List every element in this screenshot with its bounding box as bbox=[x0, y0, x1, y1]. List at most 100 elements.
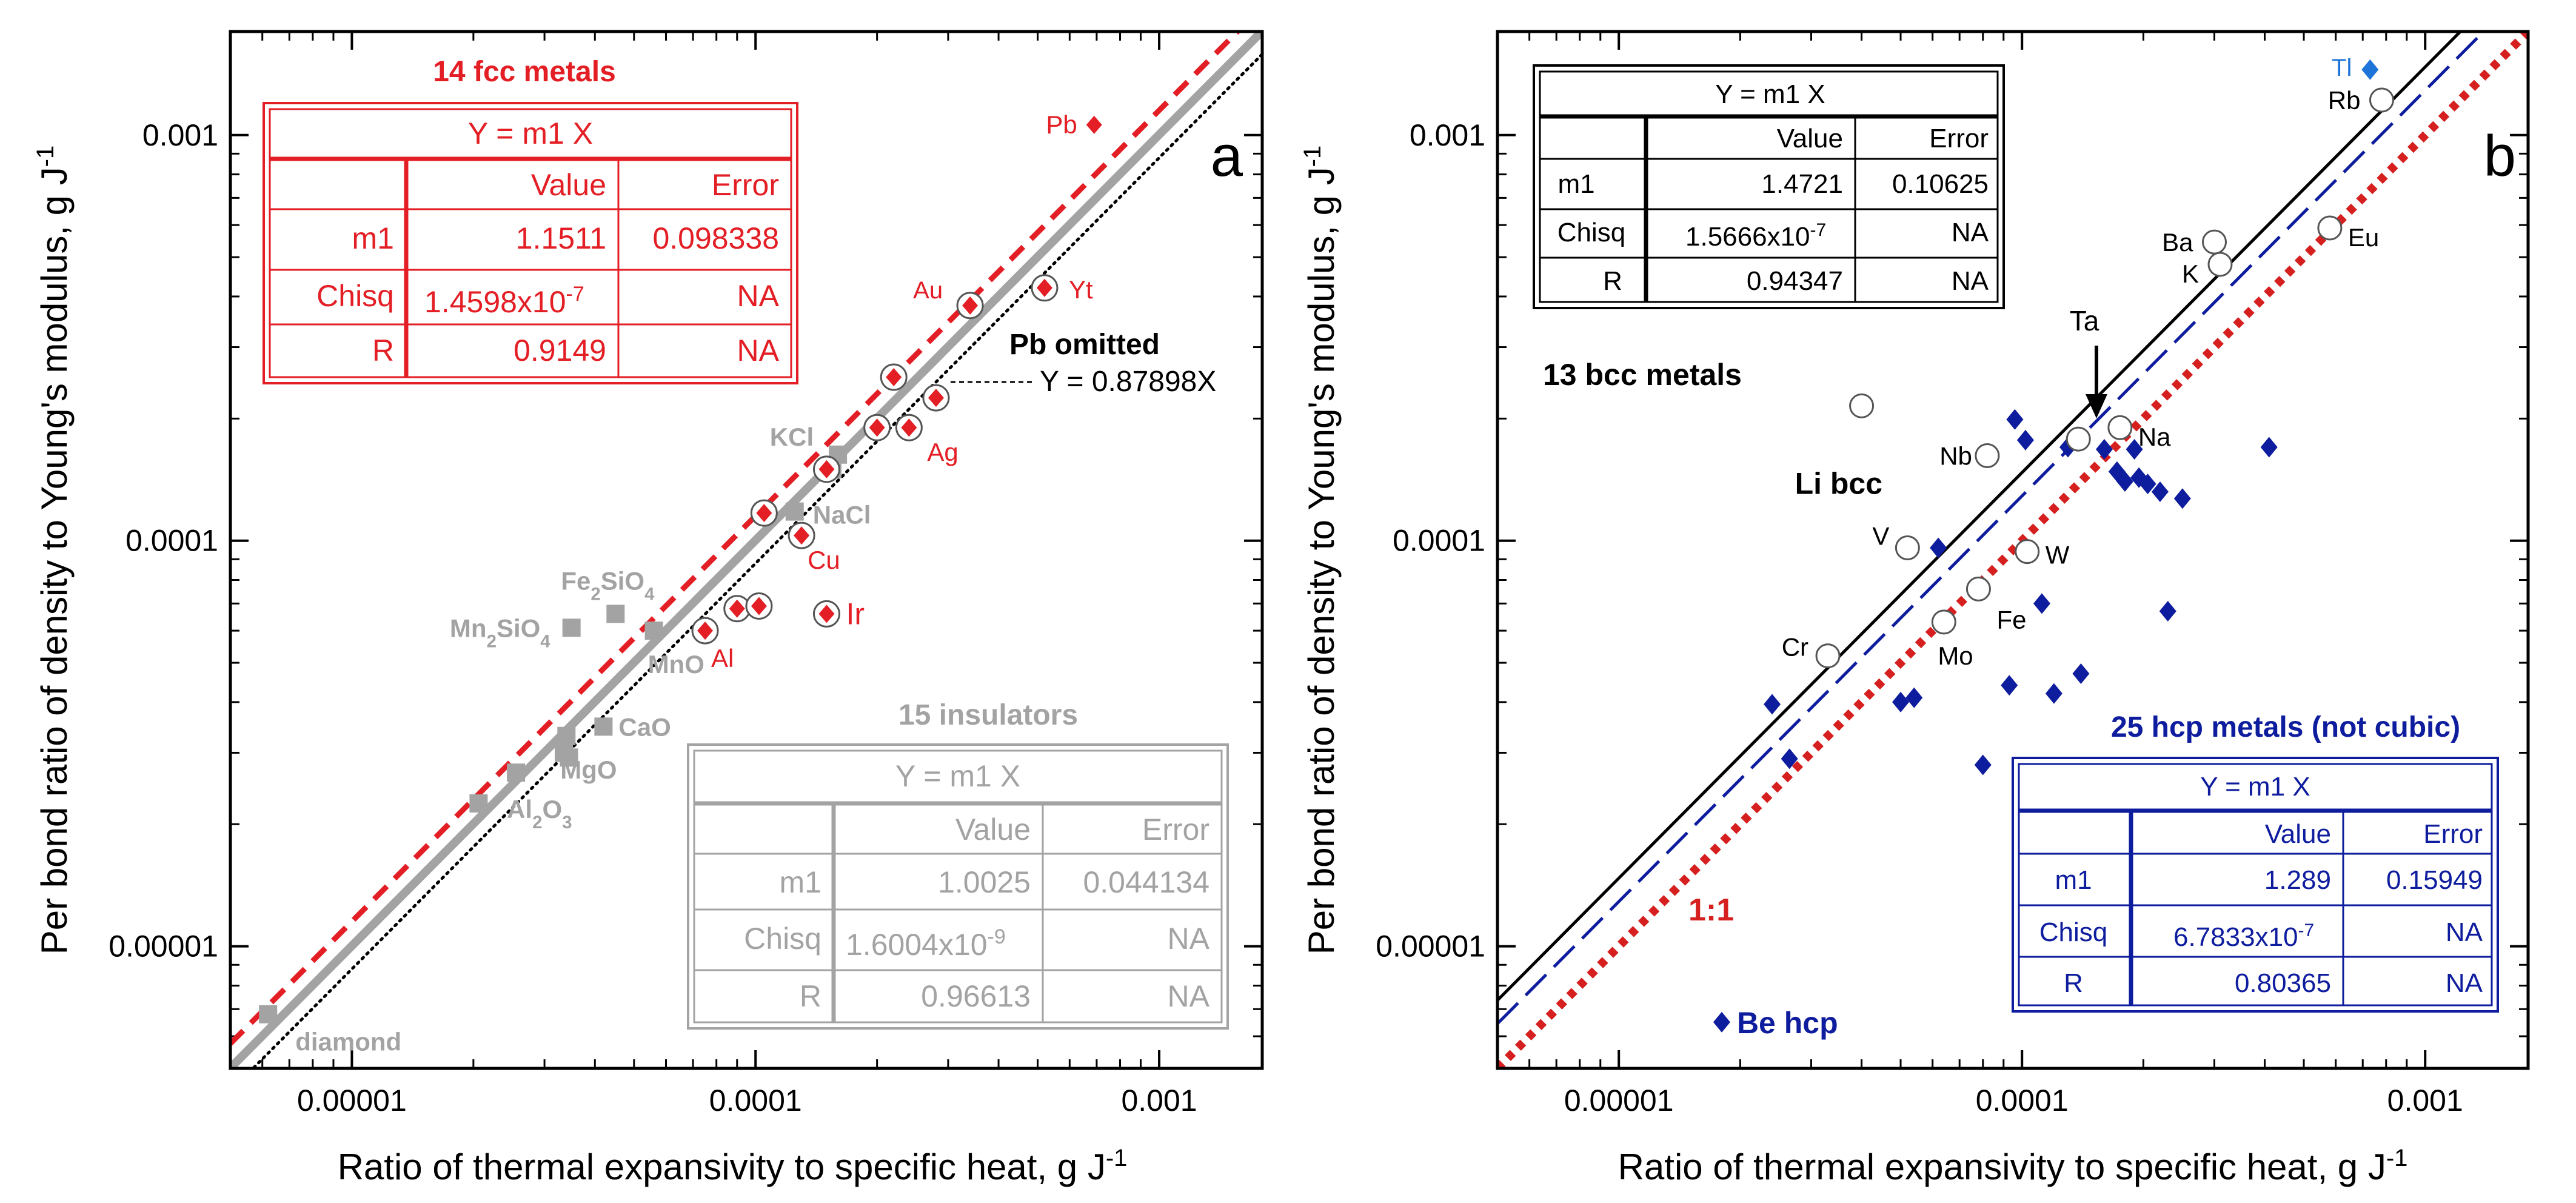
hcp-metal-point bbox=[1764, 694, 1781, 715]
insulator-point bbox=[644, 622, 663, 640]
panel-b-plot-area bbox=[1497, 32, 2528, 1068]
hcp-metal-point bbox=[1713, 1011, 1730, 1033]
ta-arrow-label: Ta bbox=[2070, 305, 2099, 337]
ta-arrow bbox=[2086, 346, 2107, 418]
panel-a-x-axis-title: Ratio of thermal expansivity to specific… bbox=[338, 1145, 1128, 1187]
insulator-label: NaCl bbox=[813, 501, 871, 529]
hcp-metal-point bbox=[1905, 687, 1923, 708]
fcc-metal-point bbox=[818, 605, 835, 623]
hcp-table-r-name: R bbox=[2064, 968, 2083, 998]
bcc-metal-point bbox=[1815, 643, 1841, 669]
fcc-table-header-error: Error bbox=[712, 168, 779, 202]
bcc-table: Y = m1 X Value Error m1 1.4721 0.10625 C… bbox=[1533, 64, 2005, 309]
panel-a-x-tick-label: 0.00001 bbox=[297, 1084, 407, 1118]
pb-omitted-equation: Y = 0.87898X bbox=[1040, 366, 1216, 398]
bcc-table-chisq-name: Chisq bbox=[1557, 218, 1626, 247]
bcc-table-m1-value: 1.4721 bbox=[1761, 169, 1843, 199]
insulator-point bbox=[557, 726, 576, 745]
pb-omitted-label: Pb omitted bbox=[1009, 329, 1160, 361]
insulators-table-m1-error: 0.044134 bbox=[1083, 865, 1209, 899]
panel-a-plot-area bbox=[230, 32, 1262, 1068]
hcp-metal-point bbox=[2139, 474, 2156, 495]
hcp-metal-point bbox=[2159, 601, 2176, 622]
insulators-table-header-error: Error bbox=[1142, 813, 1209, 846]
bcc-metal-point bbox=[1849, 393, 1875, 418]
hcp-table-m1-name: m1 bbox=[2055, 865, 2092, 895]
hcp-metal-point bbox=[2361, 59, 2379, 80]
insulators-table-r-value: 0.96613 bbox=[921, 979, 1031, 1013]
panel-b-y-tick-label: 0.001 bbox=[1410, 118, 1485, 152]
panel-a-x-tick-label: 0.0001 bbox=[709, 1084, 802, 1118]
panel-a-metals-fit-line bbox=[230, 32, 1242, 1046]
panel-b-points bbox=[1713, 59, 2394, 1033]
insulator-point bbox=[259, 1005, 278, 1024]
panel-a-y-tick-label: 0.00001 bbox=[109, 930, 218, 963]
bcc-metal-label: Ba bbox=[2162, 228, 2193, 256]
hcp-table-r-error: NA bbox=[2446, 968, 2483, 998]
insulators-table-m1-value: 1.0025 bbox=[938, 865, 1031, 899]
insulator-label: KCl bbox=[770, 423, 814, 451]
hcp-metal-point bbox=[2116, 471, 2133, 492]
fcc-table-m1-name: m1 bbox=[352, 221, 394, 255]
hcp-metal-label: Tl bbox=[2332, 55, 2352, 81]
bcc-metal-label: Mo bbox=[1938, 642, 1973, 670]
bcc-metal-point bbox=[2015, 539, 2040, 565]
insulators-table-header-value: Value bbox=[955, 813, 1031, 846]
panel-a-x-tick-label: 0.001 bbox=[1121, 1084, 1197, 1118]
panel-b-one-to-one-line bbox=[1497, 32, 2528, 1068]
panel-b-bcc-fit-line bbox=[1497, 32, 2463, 1002]
hcp-table: Y = m1 X Value Error m1 1.289 0.15949 Ch… bbox=[2012, 757, 2499, 1013]
bcc-table-header-value: Value bbox=[1777, 124, 1843, 153]
panel-b-letter: b bbox=[2484, 124, 2516, 189]
panel-b-point-labels: Cr Li bcc V Mo Fe Nb W Na K Ba Eu Rb Be hcp Tl bbox=[1737, 55, 2379, 1040]
insulators-table-equation: Y = m1 X bbox=[895, 759, 1020, 793]
panel-a-y-tick-label: 0.0001 bbox=[125, 524, 218, 558]
fcc-metal-label: Al bbox=[711, 644, 734, 672]
panel-b-x-axis-title: Ratio of thermal expansivity to specific… bbox=[1618, 1145, 2408, 1187]
fcc-table-r-value: 0.9149 bbox=[514, 333, 606, 367]
bcc-metal-point bbox=[1965, 576, 1991, 602]
insulator-point bbox=[594, 717, 613, 736]
hcp-metal-point bbox=[2006, 409, 2024, 430]
bcc-metal-label: Li bcc bbox=[1795, 466, 1882, 500]
hcp-metal-point bbox=[1781, 748, 1798, 769]
bcc-metal-label: Rb bbox=[2328, 86, 2361, 115]
panel-a-insulators-fit-line bbox=[230, 32, 1262, 1068]
panel-b-hcp-fit-line bbox=[1497, 32, 2486, 1025]
bcc-metal-point bbox=[1931, 609, 1956, 635]
fcc-table-title: 14 fcc metals bbox=[433, 56, 616, 88]
fcc-metal-point bbox=[818, 460, 835, 478]
fcc-metal-label: Pb bbox=[1046, 110, 1077, 139]
fcc-metal-point bbox=[751, 597, 767, 615]
bcc-metal-label: Na bbox=[2138, 423, 2171, 451]
bcc-metal-label: Fe bbox=[1996, 605, 2026, 634]
hcp-metal-point bbox=[1892, 691, 1910, 712]
insulator-label: Mn2SiO4 bbox=[450, 614, 550, 651]
bcc-metal-point bbox=[2317, 215, 2343, 241]
bcc-table-r-name: R bbox=[1603, 266, 1622, 296]
fcc-table-chisq-value: 1.4598x10-7 bbox=[424, 283, 584, 319]
hcp-table-m1-error: 0.15949 bbox=[2386, 865, 2483, 895]
bcc-metal-point bbox=[2202, 229, 2227, 255]
bcc-table-m1-error: 0.10625 bbox=[1892, 169, 1989, 199]
insulator-label: MnO bbox=[648, 650, 704, 679]
bcc-metal-label: K bbox=[2182, 260, 2199, 288]
insulators-table-r-name: R bbox=[800, 979, 821, 1013]
bcc-metal-point bbox=[1895, 535, 1920, 561]
bcc-metal-point bbox=[2107, 415, 2133, 440]
fcc-metal-label: Au bbox=[913, 277, 943, 304]
insulator-label: Al2O3 bbox=[507, 795, 572, 833]
bcc-metal-point bbox=[1975, 443, 2000, 469]
fcc-metal-point bbox=[1086, 115, 1102, 134]
bcc-table-chisq-error: NA bbox=[1952, 218, 1989, 247]
fcc-metal-point bbox=[928, 389, 944, 407]
panel-a-y-tick-label: 0.001 bbox=[142, 118, 218, 152]
bcc-table-m1-name: m1 bbox=[1557, 169, 1594, 199]
fcc-table-r-error: NA bbox=[737, 333, 780, 367]
insulator-point bbox=[606, 605, 625, 623]
hcp-table-chisq-value: 6.7833x10-7 bbox=[2173, 920, 2314, 953]
fcc-metal-label: Yt bbox=[1069, 275, 1093, 304]
hcp-metal-point bbox=[2033, 593, 2050, 614]
insulators-table-chisq-error: NA bbox=[1168, 922, 1210, 956]
